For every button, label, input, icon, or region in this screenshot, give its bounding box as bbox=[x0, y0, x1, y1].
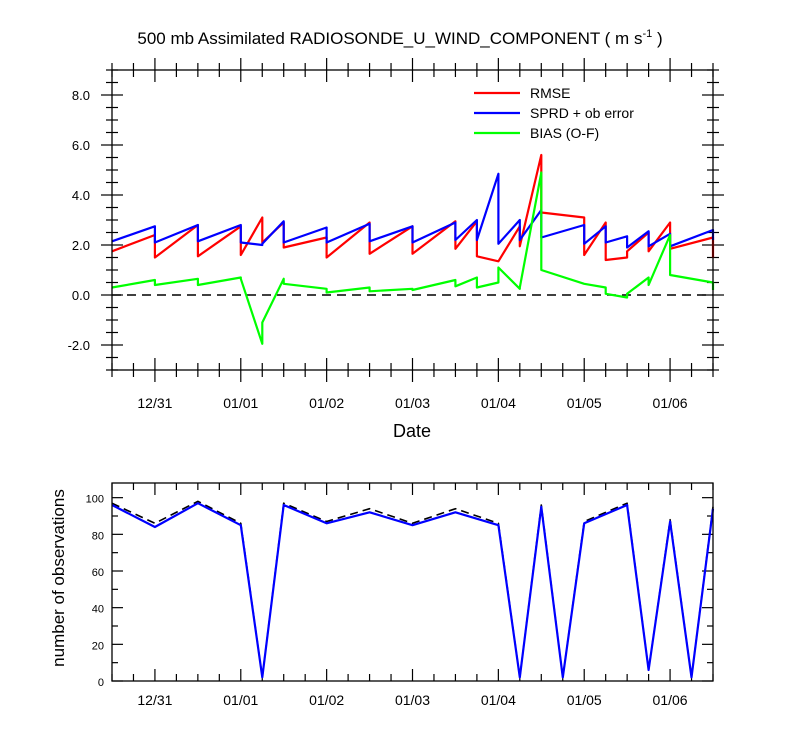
legend-label: SPRD + ob error bbox=[530, 105, 634, 121]
series-line-dashed-0 bbox=[111, 500, 714, 679]
bottom-x-tick-labels: 12/31 01/01 01/02 01/03 01/04 01/05 01/06 bbox=[137, 692, 687, 708]
legend-label: RMSE bbox=[530, 85, 570, 101]
y-tick-label: 100 bbox=[86, 494, 104, 506]
x-tick-label: 01/04 bbox=[481, 395, 516, 411]
bottom-chart: 12/31 01/01 01/02 01/03 01/04 01/05 01/06 0 20 4… bbox=[49, 482, 715, 708]
x-axis-label: Date bbox=[393, 421, 431, 441]
x-tick-label: 01/02 bbox=[309, 395, 344, 411]
y-tick-label: 0 bbox=[98, 677, 104, 689]
bottom-axes-ticks bbox=[111, 483, 714, 682]
chart-title-close: ) bbox=[652, 29, 662, 48]
x-tick-label: 01/05 bbox=[567, 395, 602, 411]
x-tick-label: 01/01 bbox=[223, 395, 258, 411]
top-x-tick-labels: 12/31 01/01 01/02 01/03 01/04 01/05 01/06 bbox=[137, 395, 687, 411]
x-tick-label: 01/02 bbox=[309, 692, 344, 708]
y-tick-label: 6.0 bbox=[72, 138, 90, 153]
top-axes-ticks bbox=[101, 58, 724, 382]
x-tick-label: 01/03 bbox=[395, 395, 430, 411]
y-tick-label: 4.0 bbox=[72, 188, 90, 203]
y-tick-label: 20 bbox=[92, 640, 104, 652]
x-tick-label: 01/04 bbox=[481, 692, 516, 708]
bottom-y-tick-labels: 0 20 40 60 80 100 bbox=[86, 494, 104, 689]
x-tick-label: 12/31 bbox=[137, 395, 172, 411]
series-line-solid-1 bbox=[111, 502, 715, 679]
chart-title-main: 500 mb Assimilated RADIOSONDE_U_WIND_COM… bbox=[137, 29, 642, 48]
legend: RMSE SPRD + ob error BIAS (O-F) bbox=[474, 85, 634, 141]
x-tick-label: 01/03 bbox=[395, 692, 430, 708]
legend-label: BIAS (O-F) bbox=[530, 125, 599, 141]
chart-title: 500 mb Assimilated RADIOSONDE_U_WIND_COM… bbox=[137, 28, 662, 48]
chart-title-superscript: -1 bbox=[642, 28, 652, 40]
top-y-tick-labels: -2.0 0.0 2.0 4.0 6.0 8.0 bbox=[68, 88, 90, 353]
y-tick-label: 80 bbox=[92, 530, 104, 542]
y-tick-label: 2.0 bbox=[72, 238, 90, 253]
y-tick-label: -2.0 bbox=[68, 338, 90, 353]
top-series-lines bbox=[111, 153, 715, 345]
y-axis-label: number of observations bbox=[49, 489, 68, 667]
series-line-rmse bbox=[111, 153, 715, 263]
y-tick-label: 40 bbox=[92, 604, 104, 616]
bottom-plot-frame bbox=[111, 482, 714, 682]
top-plot-frame bbox=[111, 69, 714, 371]
bottom-series-lines bbox=[111, 500, 715, 679]
series-line-sprd-ob-error bbox=[111, 172, 715, 249]
y-tick-label: 60 bbox=[92, 567, 104, 579]
y-tick-label: 0.0 bbox=[72, 288, 90, 303]
y-tick-label: 8.0 bbox=[72, 88, 90, 103]
x-tick-label: 01/05 bbox=[567, 692, 602, 708]
x-tick-label: 01/06 bbox=[653, 692, 688, 708]
top-chart: 500 mb Assimilated RADIOSONDE_U_WIND_COM… bbox=[68, 28, 724, 441]
x-tick-label: 01/01 bbox=[223, 692, 258, 708]
x-tick-label: 12/31 bbox=[137, 692, 172, 708]
series-line-bias-o-f bbox=[111, 171, 715, 345]
x-tick-label: 01/06 bbox=[653, 395, 688, 411]
